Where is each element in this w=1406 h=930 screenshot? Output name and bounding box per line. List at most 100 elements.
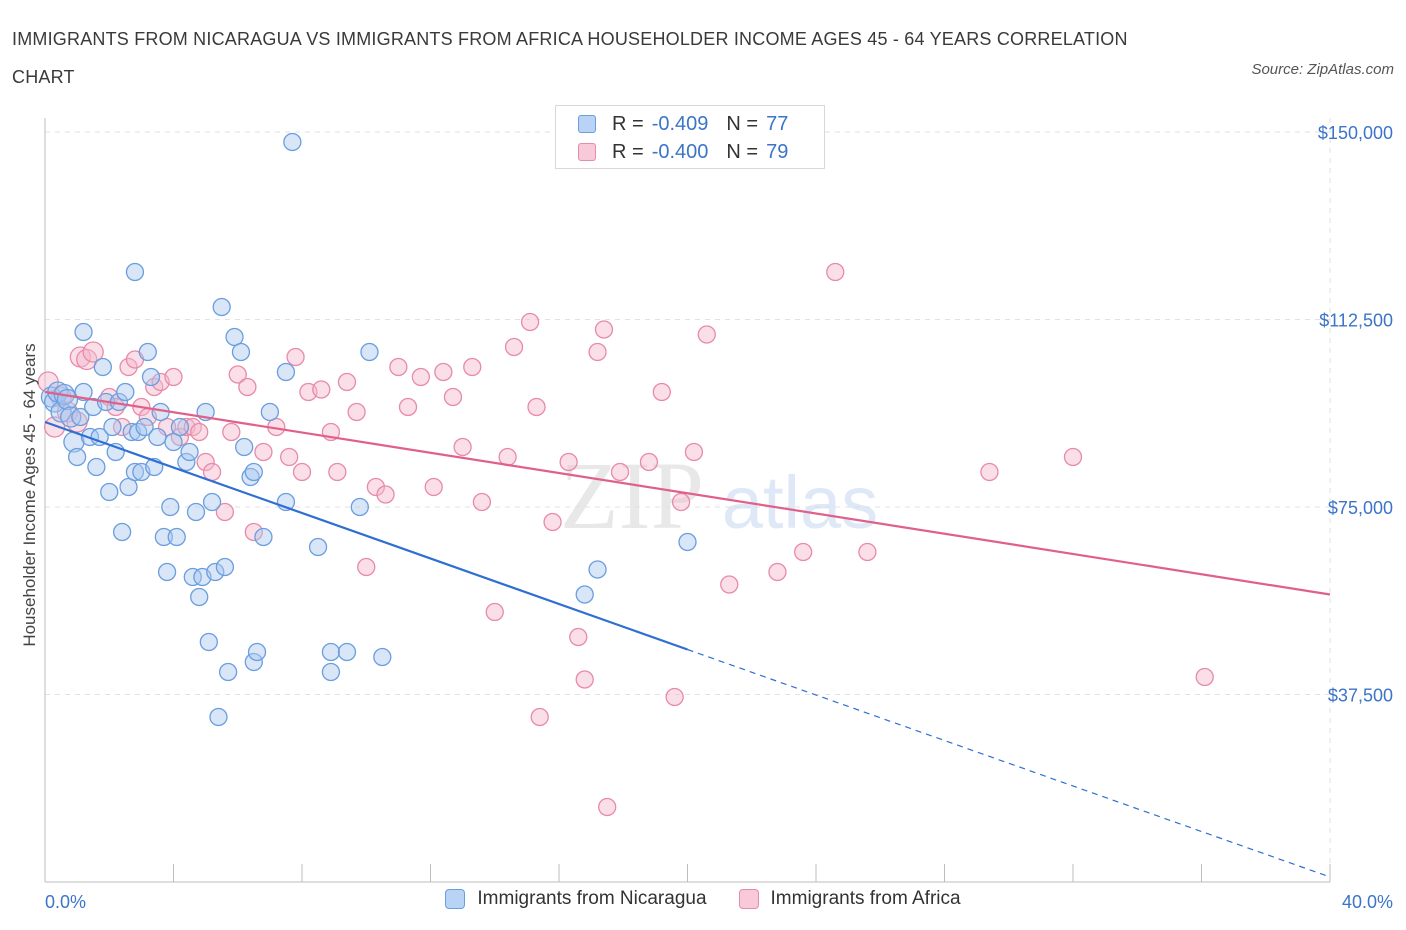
africa-point	[215, 502, 235, 522]
africa-point	[543, 512, 562, 532]
nicaragua-point	[244, 652, 263, 672]
africa-point	[376, 485, 395, 504]
africa-point	[238, 377, 257, 397]
nicaragua-point	[93, 357, 112, 377]
africa-point	[575, 670, 594, 689]
nicaragua-point	[260, 402, 280, 422]
nicaragua-point	[575, 585, 594, 604]
africa-point	[530, 707, 549, 727]
nicaragua-point	[186, 502, 206, 522]
africa-point	[463, 357, 482, 377]
africa-point	[559, 452, 578, 472]
nicaragua-point	[116, 382, 135, 402]
africa-point	[398, 397, 418, 417]
watermark-zip: ZIP	[560, 442, 704, 549]
r-value: -0.409	[651, 112, 709, 135]
africa-point	[794, 542, 813, 562]
africa-point	[588, 342, 607, 362]
africa-point	[1063, 447, 1083, 467]
nicaragua-point	[215, 557, 235, 577]
series-nicaragua-points	[40, 132, 697, 727]
nicaragua-point	[74, 382, 93, 402]
africa-point	[196, 452, 215, 472]
legend-item-africa[interactable]: Immigrants from Africa	[738, 888, 961, 910]
africa-point	[347, 402, 366, 422]
nicaragua-point	[202, 492, 222, 512]
y-tick-label: $37,500	[1328, 686, 1393, 706]
nicaragua-point	[154, 527, 174, 547]
africa-point	[472, 492, 492, 512]
n-label: N =	[726, 140, 759, 163]
africa-point	[768, 562, 787, 582]
nicaragua-point	[183, 567, 202, 587]
legend-item-nicaragua[interactable]: Immigrants from Nicaragua	[445, 888, 707, 910]
africa-point	[244, 522, 263, 542]
africa-point	[639, 452, 659, 472]
africa-point	[254, 442, 273, 462]
nicaragua-trend-extension	[687, 648, 1331, 878]
nicaragua-point	[218, 662, 238, 682]
series-africa-points	[37, 262, 1214, 817]
nicaragua-point	[360, 342, 379, 362]
africa-point	[389, 357, 408, 377]
africa-point	[527, 397, 546, 417]
nicaragua-point	[321, 642, 341, 662]
axes: $37,500 $75,000 $112,500 $150,000 0.0% 40.0%	[44, 118, 1393, 912]
africa-point	[190, 422, 209, 442]
nicaragua-point	[209, 707, 228, 727]
series-legend: Immigrants from Nicaragua Immigrants fro…	[0, 888, 1406, 910]
nicaragua-point	[100, 482, 119, 502]
nicaragua-point	[125, 462, 145, 482]
africa-point	[485, 602, 504, 622]
africa-point	[569, 627, 588, 647]
nicaragua-point	[373, 647, 392, 667]
africa-trend-line	[44, 390, 1331, 596]
legend-label: Immigrants from Africa	[770, 888, 961, 909]
nicaragua-point	[177, 452, 196, 472]
r-label: R =	[612, 112, 644, 135]
nicaragua-point	[157, 562, 177, 582]
x-tick-label: 40.0%	[1342, 892, 1393, 912]
nicaragua-point	[231, 342, 251, 362]
africa-point	[610, 462, 630, 482]
nicaragua-point	[283, 132, 302, 152]
stats-row-africa: R = -0.400 N = 79	[578, 138, 788, 166]
nicaragua-point	[180, 442, 199, 462]
nicaragua-point	[170, 417, 190, 437]
source-label: Source: ZipAtlas.com	[1251, 61, 1394, 78]
legend-label: Immigrants from Nicaragua	[477, 888, 707, 909]
nicaragua-point	[321, 662, 341, 682]
nicaragua-point	[148, 427, 167, 447]
stats-legend: R = -0.409 N = 77 R = -0.400 N = 79	[555, 105, 825, 169]
nicaragua-point	[337, 642, 357, 662]
nicaragua-point	[206, 562, 225, 582]
africa-point	[292, 462, 312, 482]
africa-point	[858, 542, 877, 562]
nicaragua-point	[50, 401, 72, 423]
africa-point	[357, 557, 376, 577]
nicaragua-point	[161, 497, 180, 517]
africa-point	[671, 492, 691, 512]
africa-point	[826, 262, 845, 282]
africa-point	[598, 797, 617, 817]
nicaragua-point	[212, 297, 231, 317]
n-value: 77	[766, 112, 789, 135]
nicaragua-point	[60, 406, 82, 428]
nicaragua-point	[678, 532, 697, 552]
africa-point	[411, 367, 431, 387]
africa-point	[222, 422, 241, 442]
stats-row-nicaragua: R = -0.409 N = 77	[578, 110, 788, 138]
trend-lines	[44, 390, 1331, 878]
nicaragua-point	[588, 560, 607, 579]
africa-point	[520, 312, 540, 332]
africa-point	[434, 362, 453, 382]
nicaragua-point	[135, 417, 154, 437]
nicaragua-point	[235, 437, 254, 457]
africa-point	[504, 337, 524, 357]
nicaragua-swatch-icon	[578, 115, 596, 133]
y-tick-label: $150,000	[1318, 123, 1393, 143]
africa-point	[665, 687, 684, 707]
africa-point	[1195, 667, 1214, 687]
nicaragua-point	[74, 322, 93, 342]
nicaragua-point	[67, 447, 87, 467]
